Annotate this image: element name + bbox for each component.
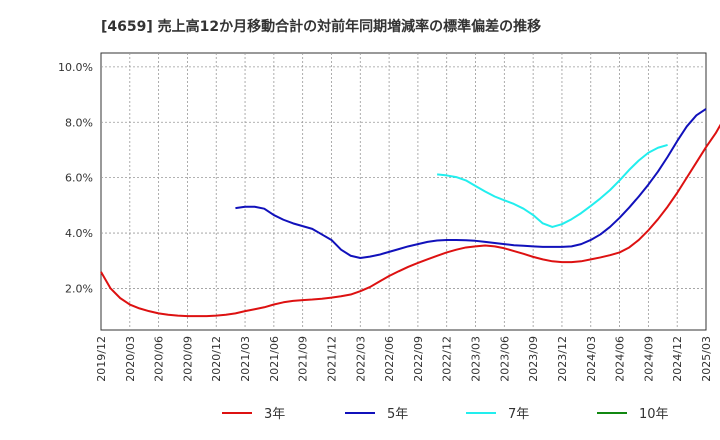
x-tick-label: 2022/06 [383,336,396,382]
x-tick-label: 2024/12 [671,336,684,382]
legend-label: 5年 [387,407,408,422]
x-tick-label: 2024/06 [614,336,627,382]
x-tick-label: 2023/06 [498,336,511,382]
grid [101,53,706,330]
x-axis: 2019/12 2020/03 2020/06 2020/09 2020/12 2021/… [95,336,713,382]
x-tick-label: 2022/09 [412,336,425,382]
x-tick-label: 2021/12 [325,336,338,382]
plot-area [100,52,707,331]
y-tick-label: 8.0% [65,116,93,129]
x-tick-label: 2020/09 [181,336,194,382]
series-line [436,143,668,228]
legend: 3年 5年 7年 10年 [222,407,669,422]
x-tick-label: 2020/06 [153,336,166,382]
x-tick-label: 2022/12 [441,336,454,382]
x-tick-label: 2019/12 [95,336,108,382]
x-tick-label: 2021/06 [268,336,281,382]
y-axis: 2.0% 4.0% 6.0% 8.0% 10.0% [58,61,93,296]
series-line [100,123,720,318]
chart-title: [4659] 売上高12か月移動合計の対前年同期増減率の標準偏差の推移 [101,18,541,35]
x-tick-label: 2021/03 [239,336,252,382]
x-tick-label: 2022/03 [354,336,367,382]
legend-label: 7年 [508,407,529,422]
x-tick-label: 2021/09 [297,336,310,382]
y-tick-label: 2.0% [65,282,93,295]
plot-frame [100,52,707,331]
x-tick-label: 2020/12 [210,336,223,382]
legend-label: 3年 [264,407,285,422]
legend-label: 10年 [639,407,669,422]
x-tick-label: 2024/03 [585,336,598,382]
x-tick-label: 2023/12 [556,336,569,382]
y-tick-label: 6.0% [65,172,93,185]
series-line [235,108,707,259]
y-tick-label: 10.0% [58,61,93,74]
x-tick-label: 2020/03 [124,336,137,382]
x-tick-label: 2023/09 [527,336,540,382]
x-tick-label: 2024/09 [642,336,655,382]
y-tick-label: 4.0% [65,227,93,240]
series-lines [100,108,720,318]
x-tick-label: 2023/03 [470,336,483,382]
x-tick-label: 2025/03 [700,336,713,382]
